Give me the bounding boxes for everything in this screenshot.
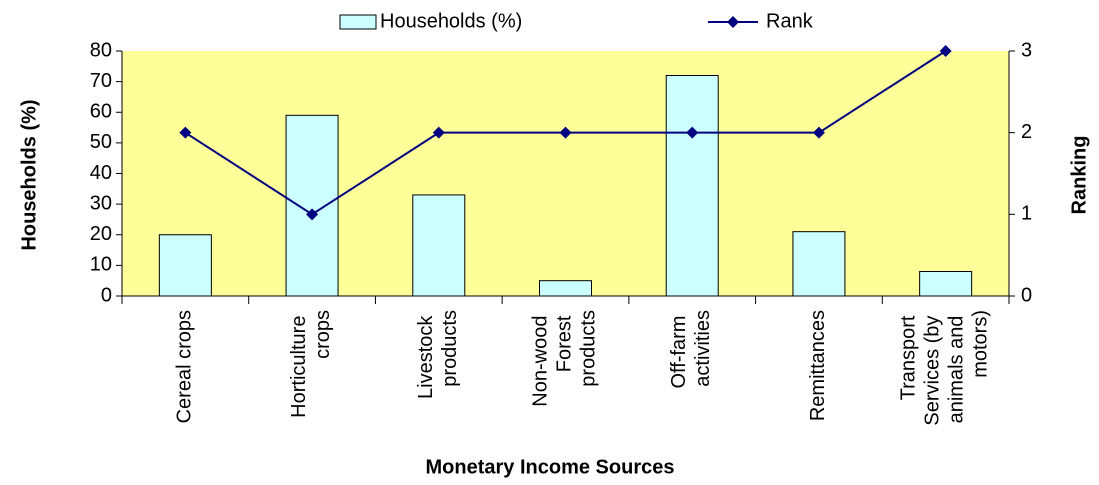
x-tick-label: Remittances xyxy=(807,310,829,421)
bar xyxy=(792,231,846,297)
legend-label: Rank xyxy=(766,10,814,32)
x-tick-label: Cereal crops xyxy=(174,310,196,423)
y-axis-title: Households (%) xyxy=(18,99,40,250)
y-tick-label: 20 xyxy=(90,223,112,245)
y-tick-label: 30 xyxy=(90,192,112,214)
x-tick-label: Non-wood Forest products xyxy=(530,310,600,407)
y-tick-label: 40 xyxy=(90,162,112,184)
x-tick-label: Livestock products xyxy=(415,310,461,399)
marker xyxy=(179,126,192,139)
bar xyxy=(539,280,592,297)
y2-tick-label: 0 xyxy=(1021,284,1032,306)
y-tick-label: 60 xyxy=(90,101,112,123)
legend-swatch xyxy=(339,14,377,30)
x-tick-label: Horticulture crops xyxy=(288,310,334,418)
y-tick-label: 0 xyxy=(101,284,112,306)
x-tick-label: Transport Services (by animals and motor… xyxy=(898,310,992,426)
legend-label: Households (%) xyxy=(380,10,522,32)
y-tick-label: 80 xyxy=(90,39,112,61)
x-axis-title: Monetary Income Sources xyxy=(426,456,675,478)
bar xyxy=(412,194,466,297)
marker xyxy=(559,126,572,139)
y2-tick-label: 3 xyxy=(1021,39,1032,61)
legend-marker xyxy=(727,16,739,28)
plot-area xyxy=(122,51,1009,296)
y-tick-label: 70 xyxy=(90,70,112,92)
y-tick-label: 10 xyxy=(90,254,112,276)
marker xyxy=(306,208,319,221)
y2-tick-label: 2 xyxy=(1021,121,1032,143)
bar xyxy=(285,114,339,297)
bar xyxy=(919,271,973,297)
x-tick-label: Off-farm activities xyxy=(668,310,714,389)
marker xyxy=(939,45,952,57)
marker xyxy=(432,126,445,139)
bar xyxy=(158,234,212,297)
y2-tick-label: 1 xyxy=(1021,203,1032,225)
bar xyxy=(665,75,719,297)
marker xyxy=(686,126,699,139)
y-tick-label: 50 xyxy=(90,131,112,153)
y2-axis-title: Ranking xyxy=(1068,136,1090,215)
marker xyxy=(812,126,825,139)
